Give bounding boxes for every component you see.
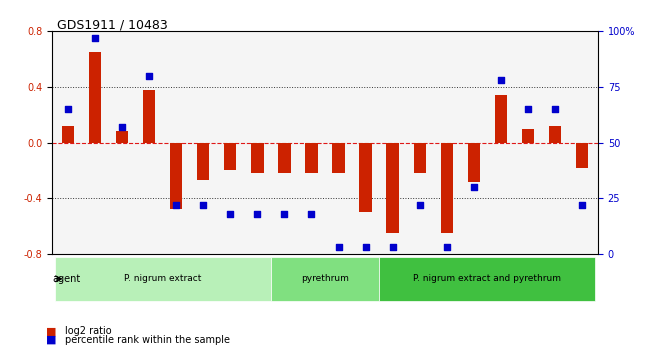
Point (117, 124, 127, 130)
Bar (89, 52, 101, 142)
Text: log2 ratio: log2 ratio (65, 326, 112, 336)
Bar (116, 131, 128, 142)
Bar (441, 142, 452, 233)
FancyBboxPatch shape (55, 257, 271, 301)
Text: ■: ■ (46, 326, 56, 336)
Bar (62, 126, 74, 142)
Text: P. nigrum extract and pyrethrum: P. nigrum extract and pyrethrum (413, 274, 561, 283)
Bar (252, 142, 263, 173)
Point (280, 211, 290, 217)
Bar (549, 126, 561, 142)
Point (225, 211, 235, 217)
Bar (359, 142, 372, 212)
Bar (170, 142, 183, 209)
Bar (467, 142, 480, 181)
Point (469, 184, 479, 190)
Point (333, 245, 344, 250)
Bar (198, 142, 209, 180)
Bar (306, 142, 318, 173)
Point (577, 202, 587, 208)
Bar (332, 142, 345, 173)
Point (549, 106, 560, 112)
Text: ■: ■ (46, 335, 56, 345)
Text: agent: agent (53, 274, 81, 284)
Point (90, 35, 101, 40)
Bar (495, 95, 507, 142)
Point (144, 73, 155, 78)
Point (63, 106, 73, 112)
Point (387, 245, 398, 250)
Point (495, 77, 506, 83)
Bar (143, 90, 155, 142)
Bar (387, 142, 398, 233)
FancyBboxPatch shape (271, 257, 379, 301)
Point (360, 245, 370, 250)
Point (306, 211, 317, 217)
Point (252, 211, 263, 217)
Bar (522, 129, 534, 142)
Point (523, 106, 533, 112)
Point (415, 202, 425, 208)
Point (171, 202, 181, 208)
Point (198, 202, 209, 208)
Text: P. nigrum extract: P. nigrum extract (124, 274, 202, 283)
Bar (224, 142, 237, 170)
Text: GDS1911 / 10483: GDS1911 / 10483 (57, 18, 168, 31)
Point (441, 245, 452, 250)
Text: percentile rank within the sample: percentile rank within the sample (65, 335, 230, 345)
FancyBboxPatch shape (379, 257, 595, 301)
Bar (576, 142, 588, 168)
Text: pyrethrum: pyrethrum (301, 274, 349, 283)
Bar (278, 142, 291, 173)
Bar (413, 142, 426, 173)
